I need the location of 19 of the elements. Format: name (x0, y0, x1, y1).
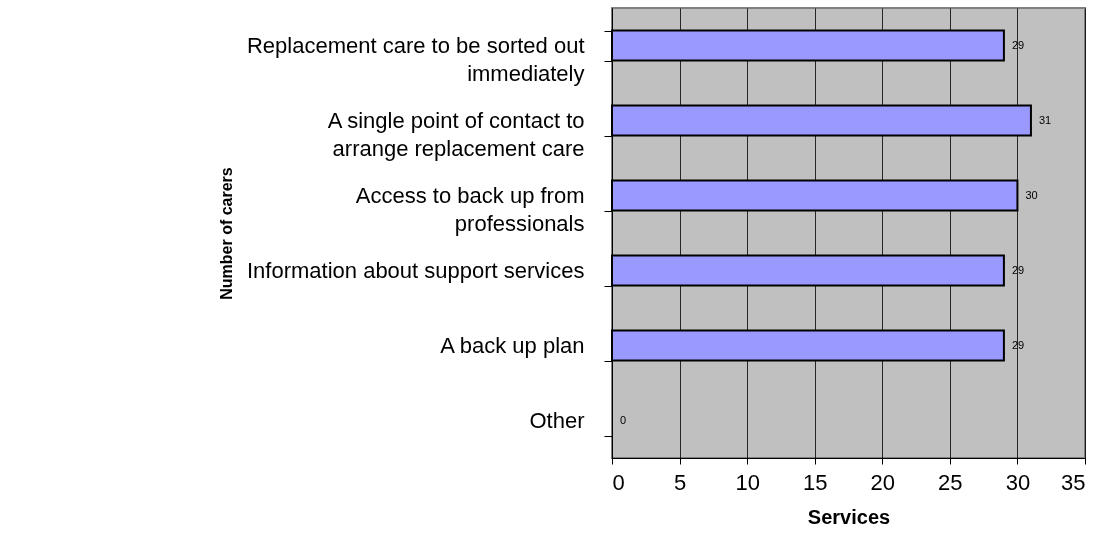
data-label: 31 (1038, 113, 1052, 126)
x-tick-label: 20 (870, 469, 896, 495)
y-tick-label: Replacement care to be sorted out immediately (246, 33, 585, 86)
x-tick-label: 10 (735, 469, 760, 495)
data-label: 30 (1025, 188, 1038, 201)
x-tick-label: 5 (673, 469, 687, 495)
y-tick-label: Other (529, 408, 585, 433)
x-tick-label: 0 (612, 469, 625, 495)
y-tick-label: A single point of contact to arrange replacement care (327, 108, 585, 161)
y-tick-label: Access to back up from professionals (355, 183, 585, 236)
y-tick-label: Information about support services (246, 258, 585, 283)
x-tick-label: 25 (938, 469, 963, 495)
data-label: 0 (620, 413, 627, 426)
x-axis-title: Services (807, 505, 891, 528)
y-axis-title: Number of carers (217, 167, 235, 300)
x-tick-label: 35 (1061, 469, 1086, 495)
x-tick-label: 30 (1005, 469, 1031, 495)
y-tick-label: A back up plan (440, 333, 585, 358)
x-tick-label: 15 (802, 469, 828, 495)
